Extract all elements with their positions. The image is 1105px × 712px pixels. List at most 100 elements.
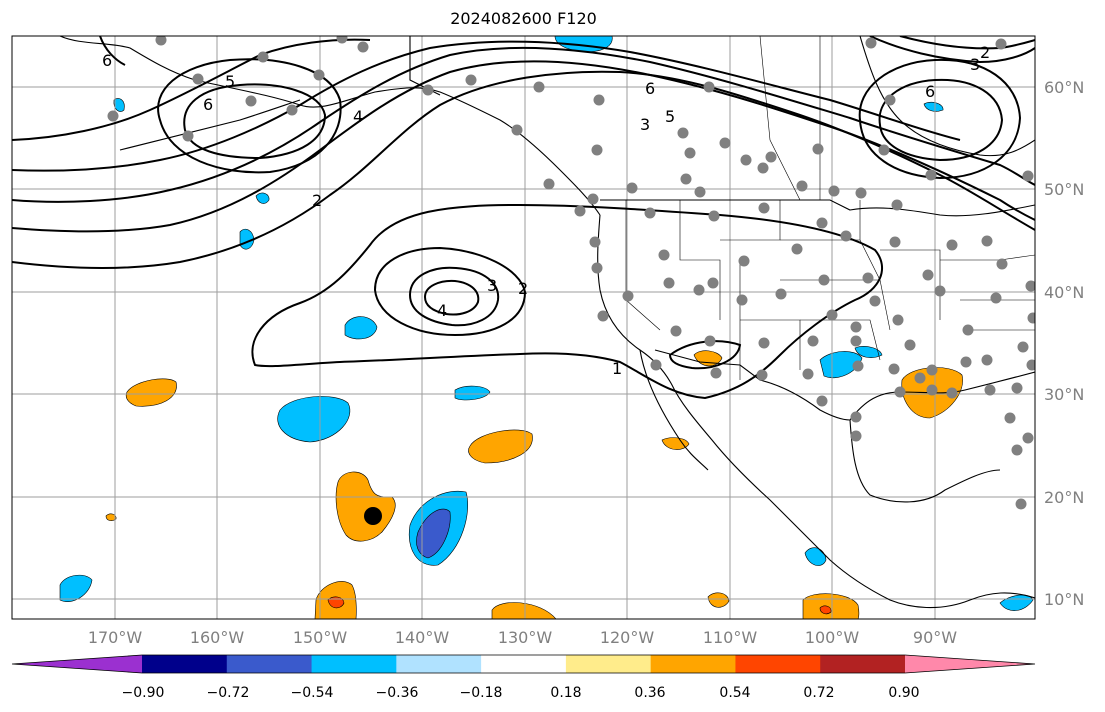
contour-label: 6 bbox=[645, 79, 655, 98]
colorbar bbox=[11, 654, 1036, 674]
contour-labels: 1 2 2 3 3 4 4 5 5 6 6 6 2 3 6 bbox=[102, 43, 990, 378]
blue-anomaly-patch bbox=[923, 101, 944, 112]
contour-label: 5 bbox=[225, 72, 235, 91]
orange-anomaly-patch bbox=[335, 471, 396, 542]
station-markers bbox=[107, 36, 1035, 510]
map-background bbox=[12, 36, 1035, 619]
contour-3-band bbox=[12, 60, 1035, 233]
contour-5-band bbox=[12, 40, 961, 172]
colorbar-segment bbox=[396, 655, 482, 673]
red-anomaly-core bbox=[327, 596, 345, 609]
contour-label: 2 bbox=[312, 191, 322, 210]
blue-anomaly-patch bbox=[344, 316, 378, 340]
lon-tick-label: 90°W bbox=[913, 628, 957, 647]
contour-5-high-right bbox=[858, 58, 1022, 180]
contour-4-ring bbox=[423, 279, 480, 316]
yucatan-coast bbox=[849, 419, 1001, 503]
lat-tick-label: 20°N bbox=[1044, 488, 1084, 507]
orange-anomaly-patch bbox=[468, 429, 533, 464]
contour-label: 4 bbox=[353, 107, 363, 126]
blue-anomaly-patch bbox=[804, 547, 827, 566]
colorbar-segment bbox=[650, 655, 736, 673]
contour-3-high-right bbox=[869, 36, 1035, 64]
colorbar-tick-label: 0.18 bbox=[550, 685, 581, 701]
contour-3-ring bbox=[408, 266, 500, 327]
colorbar-tick-label: 0.72 bbox=[803, 685, 834, 701]
colorbar-segment bbox=[565, 655, 652, 673]
contour-label: 6 bbox=[203, 95, 213, 114]
lat-tick-label: 40°N bbox=[1044, 283, 1084, 302]
colorbar-segment bbox=[735, 655, 821, 673]
baja-california bbox=[639, 349, 709, 471]
colorbar-segment bbox=[311, 655, 397, 673]
orange-anomaly-patch bbox=[105, 513, 117, 521]
contour-label: 4 bbox=[437, 301, 447, 320]
lon-tick-label: 170°W bbox=[88, 628, 143, 647]
colorbar-tick-label: 0.54 bbox=[719, 685, 750, 701]
lon-tick-label: 140°W bbox=[395, 628, 450, 647]
colorbar-segment bbox=[481, 655, 567, 673]
contour-6-high-right bbox=[878, 78, 1004, 162]
contour-label: 3 bbox=[640, 115, 650, 134]
alaska-coast bbox=[59, 36, 601, 216]
contour-2-ring bbox=[373, 246, 527, 337]
colorbar-tick-label: −0.90 bbox=[122, 685, 165, 701]
us-west-coast bbox=[597, 214, 1035, 609]
contour-2-high-right bbox=[899, 36, 1035, 50]
orange-anomaly-patch bbox=[125, 378, 177, 407]
colorbar-extend-low bbox=[12, 655, 142, 673]
contour-2-band bbox=[12, 70, 1035, 270]
colorbar-segment bbox=[142, 655, 228, 673]
map-frame bbox=[11, 35, 1036, 620]
contour-label: 3 bbox=[487, 276, 497, 295]
longitude-tick-labels: 170°W 160°W 150°W 140°W 130°W 120°W 110°… bbox=[88, 628, 957, 647]
colorbar-extend-high bbox=[905, 655, 1035, 673]
contour-lines bbox=[12, 36, 1035, 400]
colorbar-tick-label: 0.90 bbox=[888, 685, 919, 701]
contour-label: 3 bbox=[970, 55, 980, 74]
lon-tick-label: 100°W bbox=[805, 628, 860, 647]
lat-tick-label: 30°N bbox=[1044, 385, 1084, 404]
red-anomaly-core bbox=[819, 605, 832, 615]
lon-tick-label: 120°W bbox=[600, 628, 655, 647]
contour-label: 6 bbox=[925, 82, 935, 101]
colorbar-tick-label: −0.36 bbox=[376, 685, 419, 701]
contour-left-small bbox=[99, 36, 126, 66]
blue-anomaly-patch bbox=[255, 192, 270, 204]
orange-anomaly-patch bbox=[707, 592, 730, 608]
blue-anomaly-patch bbox=[454, 385, 491, 401]
contour-5-high-left bbox=[157, 58, 342, 174]
lon-tick-label: 160°W bbox=[190, 628, 245, 647]
aleutian-chain bbox=[119, 99, 301, 151]
contour-label: 6 bbox=[102, 51, 112, 70]
latitude-tick-labels: 60°N 50°N 40°N 30°N 20°N 10°N bbox=[1044, 78, 1084, 609]
contour-label: 2 bbox=[518, 279, 528, 298]
contour-6-high-left bbox=[183, 83, 327, 160]
contour-1 bbox=[251, 203, 884, 400]
blue-anomaly-patch bbox=[854, 346, 883, 358]
contour-label: 5 bbox=[665, 107, 675, 126]
blue-anomaly-patch bbox=[277, 396, 351, 443]
contour-4-band bbox=[12, 46, 1035, 203]
highlight-point-marker bbox=[364, 507, 382, 525]
colorbar-tick-labels: −0.90 −0.72 −0.54 −0.36 −0.18 0.18 0.36 … bbox=[122, 685, 920, 701]
lat-tick-label: 60°N bbox=[1044, 78, 1084, 97]
colorbar-outline bbox=[11, 654, 1036, 674]
contour-label: 1 bbox=[612, 359, 622, 378]
colorbar-tick-label: −0.72 bbox=[207, 685, 250, 701]
blue-anomaly-patch bbox=[59, 574, 93, 602]
orange-anomaly-patch bbox=[661, 437, 690, 450]
contour-label: 2 bbox=[980, 43, 990, 62]
contour-1-mexico bbox=[668, 340, 742, 370]
colorbar-tick-label: −0.54 bbox=[291, 685, 334, 701]
lon-tick-label: 110°W bbox=[703, 628, 758, 647]
lon-tick-label: 130°W bbox=[498, 628, 553, 647]
lat-tick-label: 50°N bbox=[1044, 180, 1084, 199]
gulf-coast bbox=[849, 371, 1035, 421]
lon-tick-label: 150°W bbox=[293, 628, 348, 647]
colorbar-tick-label: −0.18 bbox=[460, 685, 503, 701]
colorbar-segment bbox=[226, 655, 313, 673]
colorbar-segment bbox=[820, 655, 906, 673]
contour-6-band bbox=[12, 38, 371, 141]
